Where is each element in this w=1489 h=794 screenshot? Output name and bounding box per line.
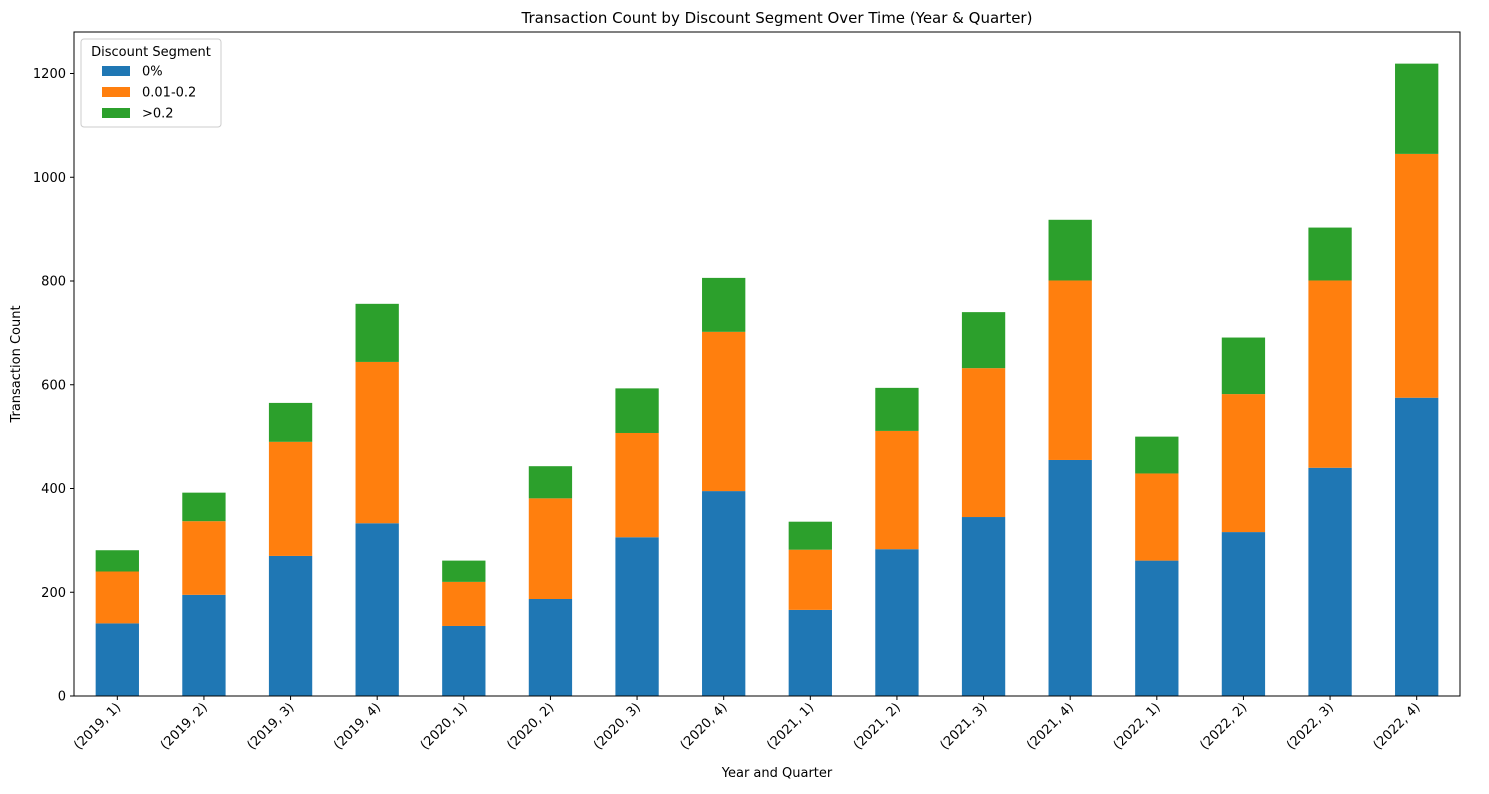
bar-segment <box>961 368 1006 518</box>
bar-segment <box>1048 219 1092 281</box>
bar-segment <box>182 521 226 595</box>
x-tick-label: (2022, 1) <box>1111 700 1164 753</box>
bar-segment <box>1221 532 1266 696</box>
bar-segment <box>1308 467 1352 696</box>
y-tick-label: 1000 <box>33 171 66 186</box>
bar-segment <box>1135 473 1179 561</box>
x-tick-label: (2020, 2) <box>504 700 557 753</box>
bar-segment <box>788 549 832 610</box>
bar-segment <box>442 625 486 696</box>
bar-segment <box>528 466 573 499</box>
bar-segment <box>615 432 659 538</box>
y-tick-label: 400 <box>41 482 66 497</box>
legend-label: >0.2 <box>142 107 174 122</box>
bar-segment <box>95 571 139 624</box>
y-axis-label: Transaction Count <box>9 305 24 423</box>
legend-label: 0.01-0.2 <box>142 86 196 101</box>
x-tick-label: (2021, 1) <box>764 700 817 753</box>
bar-segment <box>1395 153 1439 398</box>
legend-swatch <box>102 66 130 76</box>
bar-segment <box>355 303 399 362</box>
bar-segment <box>1308 227 1352 281</box>
legend-swatch <box>102 108 130 118</box>
bar-segment <box>1048 280 1092 460</box>
bar-segment <box>182 492 226 522</box>
bar-segment <box>1221 394 1266 533</box>
x-tick-label: (2022, 4) <box>1371 700 1424 753</box>
bar-segment <box>1135 560 1179 696</box>
x-tick-label: (2022, 2) <box>1197 700 1250 753</box>
y-tick-label: 800 <box>41 275 66 290</box>
bar-segment <box>702 277 746 332</box>
bars-layer <box>95 63 1439 697</box>
y-tick-label: 0 <box>58 690 66 705</box>
bar-segment <box>1048 459 1092 696</box>
bar-segment <box>355 523 399 696</box>
bar-segment <box>442 560 486 582</box>
bar-segment <box>442 581 486 626</box>
bar-segment <box>182 594 226 696</box>
legend-title: Discount Segment <box>91 45 211 60</box>
bar-segment <box>961 312 1006 369</box>
bar-segment <box>788 609 832 696</box>
x-tick-label: (2019, 2) <box>158 700 211 753</box>
bar-segment <box>875 387 919 431</box>
chart-title: Transaction Count by Discount Segment Ov… <box>521 9 1033 27</box>
legend-label: 0% <box>142 65 163 80</box>
x-tick-label: (2021, 3) <box>938 700 991 753</box>
x-tick-label: (2020, 3) <box>591 700 644 753</box>
y-tick-label: 600 <box>41 378 66 393</box>
bar-segment <box>702 331 746 492</box>
x-tick-label: (2019, 3) <box>245 700 298 753</box>
legend-swatch <box>102 87 130 97</box>
bar-segment <box>355 361 399 524</box>
bar-segment <box>1395 63 1439 154</box>
bar-segment <box>788 521 832 550</box>
bar-segment <box>268 441 313 556</box>
x-tick-label: (2021, 4) <box>1024 700 1077 753</box>
x-tick-label: (2019, 1) <box>71 700 124 753</box>
bar-segment <box>268 402 313 442</box>
legend-items: 0% 0.01-0.2 >0.2 <box>102 65 196 122</box>
x-tick-label: (2020, 4) <box>678 700 731 753</box>
x-tick-label: (2019, 4) <box>331 700 384 753</box>
x-tick-label: (2021, 2) <box>851 700 904 753</box>
x-axis-label: Year and Quarter <box>721 766 833 781</box>
x-tick-label: (2022, 3) <box>1284 700 1337 753</box>
bar-segment <box>1221 337 1266 395</box>
bar-segment <box>95 623 139 697</box>
plot-frame <box>73 31 1461 697</box>
bar-segment <box>268 555 313 696</box>
y-axis: 0 200 400 600 800 1000 1200 <box>33 67 74 705</box>
bar-segment <box>528 498 573 599</box>
bar-segment <box>875 430 919 550</box>
bar-segment <box>615 388 659 433</box>
bar-segment <box>1308 280 1352 468</box>
x-axis: (2019, 1) (2019, 2) (2019, 3) (2019, 4) (202… <box>71 696 1424 753</box>
bar-segment <box>1395 397 1439 696</box>
bar-segment <box>875 549 919 696</box>
y-tick-label: 1200 <box>33 67 66 82</box>
legend: Discount Segment 0% 0.01-0.2 >0.2 <box>80 38 222 128</box>
bar-segment <box>95 550 139 572</box>
bar-segment <box>961 517 1006 696</box>
bar-segment <box>702 491 746 696</box>
bar-segment <box>1135 436 1179 474</box>
x-tick-label: (2020, 1) <box>418 700 471 753</box>
y-tick-label: 200 <box>41 586 66 601</box>
bar-segment <box>528 598 573 696</box>
bar-segment <box>615 537 659 696</box>
legend-box <box>80 38 222 128</box>
